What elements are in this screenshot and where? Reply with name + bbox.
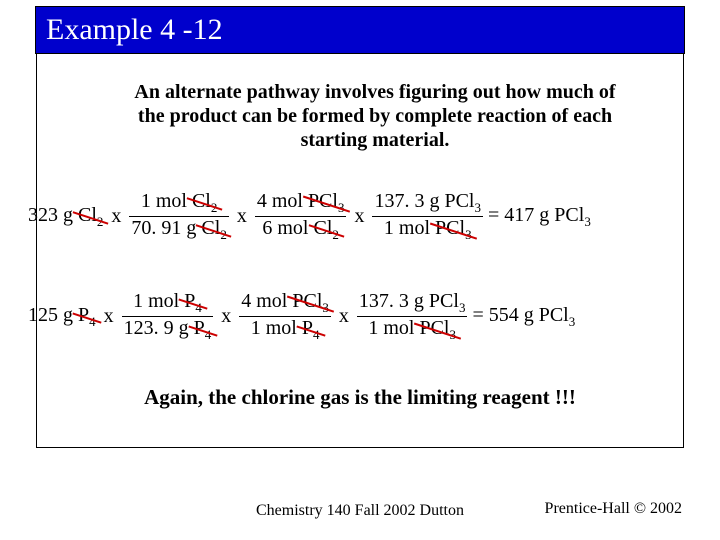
times-icon: x <box>221 305 231 328</box>
eq1-frac1: 1 mol Cl2 70. 91 g Cl2 <box>129 190 228 243</box>
times-icon: x <box>339 305 349 328</box>
slide-title: Example 4 -12 <box>46 13 223 46</box>
eq1-given-unit: Cl2 <box>78 204 103 230</box>
eq1-frac3: 137. 3 g PCl3 1 mol PCl3 <box>372 190 483 243</box>
intro-text: An alternate pathway involves figuring o… <box>120 80 630 152</box>
eq2-frac2: 4 mol PCl3 1 mol P4 <box>239 290 331 343</box>
eq2-result: = 554 g PCl3 <box>472 304 575 330</box>
eq1-frac2: 4 mol PCl3 6 mol Cl2 <box>255 190 347 243</box>
eq2-given-unit: P4 <box>78 304 96 330</box>
eq2-given-value: 125 g <box>28 304 73 326</box>
equation-2: 125 g P4 x 1 mol P4 123. 9 g P4 x 4 mol … <box>28 290 575 343</box>
times-icon: x <box>237 205 247 228</box>
eq2-frac1: 1 mol P4 123. 9 g P4 <box>122 290 214 343</box>
times-icon: x <box>354 205 364 228</box>
times-icon: x <box>104 305 114 328</box>
eq1-given-value: 323 g <box>28 204 73 226</box>
footer-right: Prentice-Hall © 2002 <box>545 500 682 518</box>
eq2-given: 125 g P4 <box>28 304 96 330</box>
title-bar: Example 4 -12 <box>35 6 685 54</box>
conclusion-text: Again, the chlorine gas is the limiting … <box>0 385 720 410</box>
eq1-given: 323 g Cl2 <box>28 204 103 230</box>
times-icon: x <box>111 205 121 228</box>
eq1-result: = 417 g PCl3 <box>488 204 591 230</box>
equation-1: 323 g Cl2 x 1 mol Cl2 70. 91 g Cl2 x 4 m… <box>28 190 591 243</box>
eq2-frac3: 137. 3 g PCl3 1 mol PCl3 <box>357 290 468 343</box>
